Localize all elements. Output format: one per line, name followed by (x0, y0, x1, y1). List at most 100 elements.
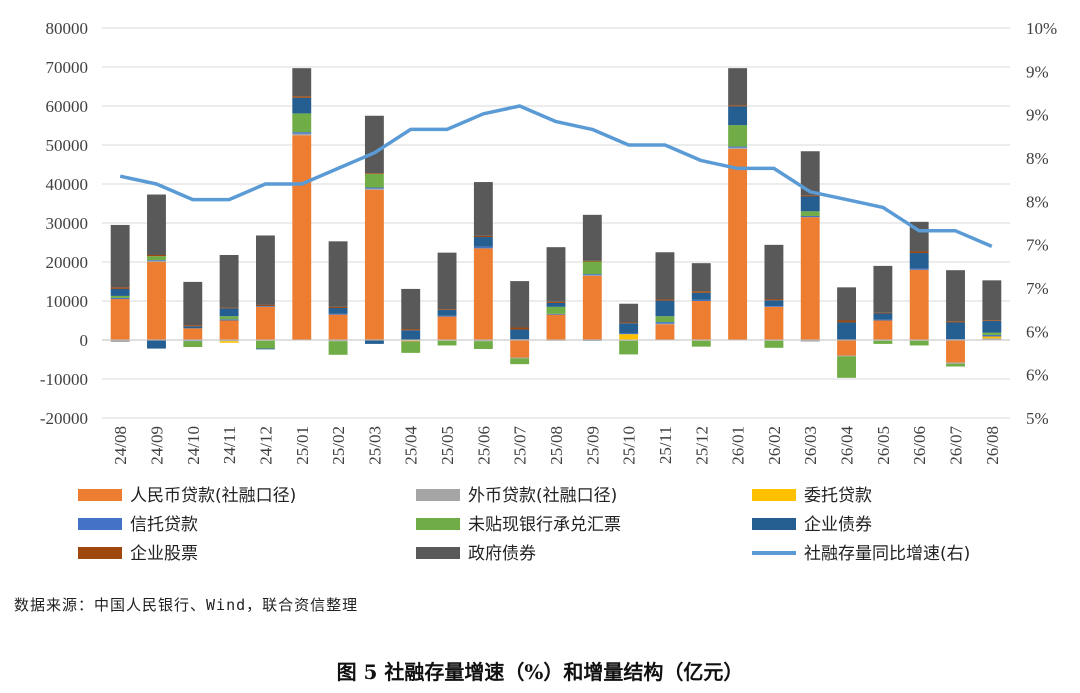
bar-segment-2-25-04 (401, 340, 421, 342)
bar-segment-5-25-03 (364, 340, 384, 344)
bar-segment-7-24-09 (147, 194, 166, 255)
left-axis: 80000 70000 60000 50000 40000 30000 20000 10000… (40, 19, 88, 428)
y-tick-label: -20000 (40, 409, 88, 428)
bar-segment-5-24-10 (183, 326, 203, 329)
bar-segment-5-26-04 (837, 322, 857, 340)
bar-segment-7-24-10 (183, 281, 203, 326)
bar-segment-5-25-01 (292, 97, 312, 114)
x-tick-label: 24/11 (220, 426, 239, 464)
y-tick-label: 30000 (46, 214, 89, 233)
bar-segment-4-25-05 (437, 340, 457, 346)
bar-segment-7-25-02 (328, 241, 348, 307)
bar-segment-5-24-09 (147, 340, 166, 349)
bar-segment-1-25-11 (655, 323, 675, 325)
bar-segment-0-24-08 (110, 299, 130, 340)
x-tick-label: 25/10 (620, 426, 639, 465)
bar-segment-7-26-07 (946, 270, 965, 322)
bar-segment-0-25-05 (437, 316, 457, 340)
y-tick-label: -10000 (40, 370, 88, 389)
bar-segment-0-25-03 (364, 189, 384, 340)
bar-segment-4-25-09 (582, 261, 602, 275)
x-tick-label: 24/08 (111, 426, 130, 465)
bar-segment-6-25-04 (401, 329, 421, 331)
bar-segment-0-24-12 (255, 306, 275, 340)
bar-segment-5-25-07 (510, 329, 530, 340)
bar-segment-7-25-12 (691, 263, 711, 292)
bar-segment-1-26-08 (982, 338, 1002, 340)
bar-segment-6-24-11 (219, 307, 239, 309)
legend-label: 政府债券 (468, 544, 536, 564)
gridlines (102, 27, 1010, 419)
x-tick-label: 26/02 (765, 426, 784, 465)
bar-segment-7-26-08 (982, 280, 1002, 321)
y2-tick-label: 7% (1026, 236, 1049, 255)
bar-segment-5-25-11 (655, 300, 675, 317)
bar-segment-0-25-08 (546, 314, 566, 340)
bar-segment-3-24-11 (219, 319, 239, 321)
bar-segment-4-25-08 (546, 306, 566, 314)
x-tick-label: 24/10 (184, 426, 203, 465)
x-tick-label: 25/05 (438, 426, 457, 465)
x-tick-label: 26/03 (801, 426, 820, 465)
bar-segment-0-25-12 (691, 301, 711, 340)
legend-swatch (752, 518, 796, 530)
bar-segment-6-25-05 (437, 309, 457, 310)
bar-segment-3-25-03 (364, 187, 384, 189)
bar-segment-0-26-05 (873, 320, 893, 340)
bar-segment-7-24-11 (219, 254, 239, 308)
figure-caption: 图 5 社融存量增速（%）和增量结构（亿元） (336, 660, 744, 684)
right-axis: 10% 9% 9% 8% 8% 7% 7% 6% 6% 5% (1026, 19, 1057, 428)
bar-segment-5-26-02 (764, 300, 784, 307)
y2-tick-label: 6% (1026, 366, 1049, 385)
bar-segment-1-24-09 (147, 260, 166, 262)
bar-segment-2-26-08 (982, 336, 1002, 339)
bar-segment-4-25-02 (328, 341, 348, 355)
y-tick-label: 60000 (46, 97, 89, 116)
bar-segment-4-26-03 (800, 211, 820, 216)
bar-segment-4-26-08 (982, 332, 1002, 335)
x-tick-label: 25/04 (402, 426, 421, 465)
bar-segment-3-24-08 (110, 297, 130, 300)
legend-label: 委托贷款 (804, 486, 872, 506)
bar-segment-4-26-07 (946, 363, 965, 367)
bar-segment-6-26-08 (982, 320, 1002, 321)
bar-segment-0-26-03 (800, 217, 820, 340)
x-tick-label: 24/09 (147, 426, 166, 465)
bar-segment-7-25-09 (582, 214, 602, 261)
bar-segment-5-25-05 (437, 309, 457, 316)
bar-segment-4-25-10 (619, 340, 639, 355)
bar-segment-7-25-07 (510, 281, 530, 328)
y2-tick-label: 7% (1026, 279, 1049, 298)
bar-segment-6-25-03 (364, 173, 384, 174)
bar-segment-7-25-05 (437, 252, 457, 310)
y-tick-label: 70000 (46, 58, 89, 77)
bar-segment-6-25-11 (655, 299, 675, 301)
bar-segment-3-25-02 (328, 313, 348, 315)
bar-segment-6-25-07 (510, 327, 530, 330)
bar-segment-6-26-02 (764, 299, 784, 301)
bar-segment-7-26-02 (764, 244, 784, 300)
legend-swatch (78, 489, 122, 501)
bar-segment-1-26-03 (800, 340, 820, 342)
growth-rate-line (119, 104, 993, 249)
bar-segment-7-25-08 (546, 247, 566, 302)
bar-segment-2-24-11 (219, 341, 239, 343)
bar-segment-1-26-01 (728, 147, 748, 149)
bar-segment-7-25-01 (292, 68, 312, 97)
chart: 80000 70000 60000 50000 40000 30000 20000 10000… (40, 19, 1057, 564)
bar-segment-4-26-06 (909, 340, 929, 346)
legend-label: 企业股票 (130, 544, 198, 564)
bar-segment-4-25-07 (510, 358, 530, 365)
y-tick-label: 0 (80, 331, 89, 350)
bar-segment-3-26-08 (982, 334, 1002, 337)
bar-segment-3-24-10 (183, 340, 203, 342)
bar-segment-3-25-09 (582, 274, 602, 276)
bar-segment-1-25-02 (328, 340, 348, 342)
bar-segment-0-24-11 (219, 320, 239, 340)
bar-segment-1-25-03 (364, 188, 384, 190)
bar-segment-3-25-04 (401, 341, 421, 343)
bar-segment-6-26-05 (873, 312, 893, 314)
y2-tick-label: 10% (1026, 19, 1057, 38)
bar-segment-1-24-11 (219, 340, 239, 342)
x-tick-label: 25/06 (474, 426, 493, 465)
